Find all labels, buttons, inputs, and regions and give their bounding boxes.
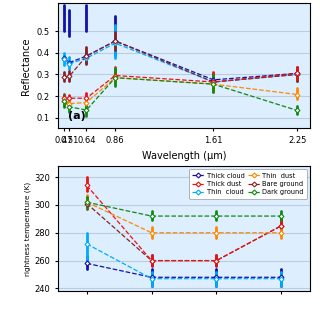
Y-axis label: Reflectance: Reflectance [21,37,31,94]
Text: (a): (a) [68,111,85,121]
Legend: Thick cloud, Thick dust, Thin  cloud, Thin  dust, Bare ground, Dark ground: Thick cloud, Thick dust, Thin cloud, Thi… [189,169,307,199]
Y-axis label: rightness temperature (K): rightness temperature (K) [25,181,31,276]
X-axis label: Wavelength (μm): Wavelength (μm) [142,151,226,161]
